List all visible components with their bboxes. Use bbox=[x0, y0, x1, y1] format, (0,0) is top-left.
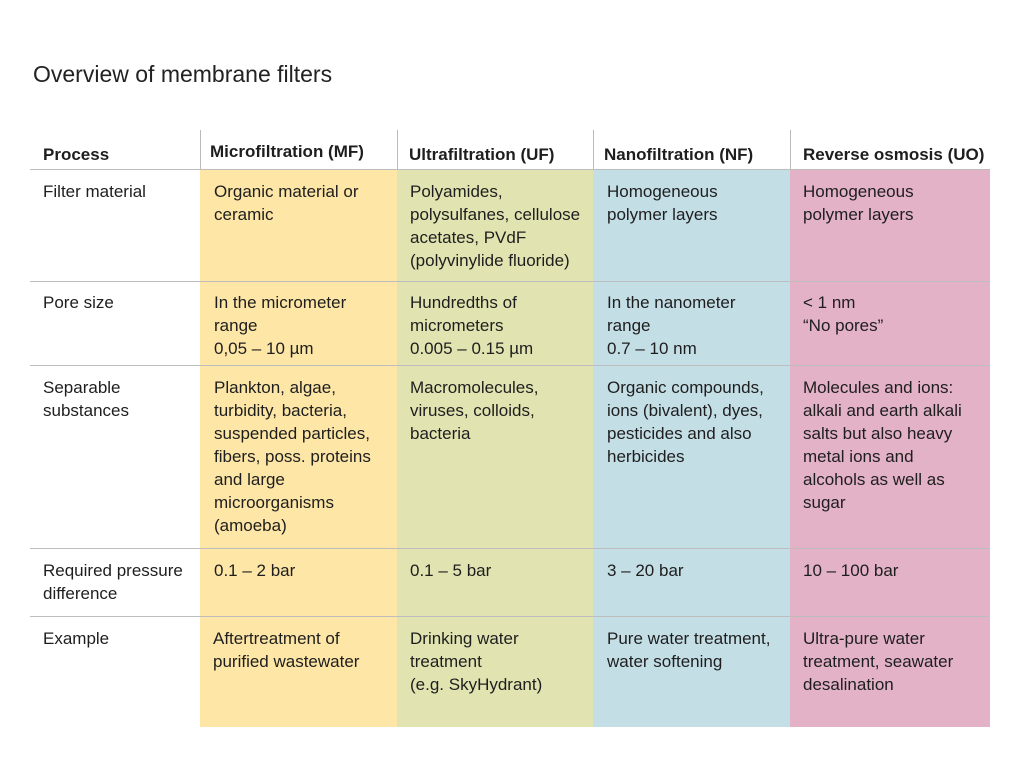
header-mf: Microfiltration (MF) bbox=[210, 142, 364, 161]
row-label: Filter material bbox=[43, 182, 146, 201]
divider bbox=[593, 130, 594, 169]
table-cell: 10 – 100 bar bbox=[803, 561, 899, 580]
header-process: Process bbox=[43, 145, 110, 164]
table-cell: Ultra-pure water treatment, seawater des… bbox=[803, 629, 954, 694]
table-cell: Aftertreatment of purified wastewater bbox=[213, 629, 360, 671]
table-cell: Hundredths of micrometers 0.005 – 0.15 µ… bbox=[410, 293, 534, 358]
column-ro-bg bbox=[790, 169, 990, 727]
table-cell: Pure water treatment, water softening bbox=[607, 629, 771, 671]
table-cell: Polyamides, polysulfanes, cellulose acet… bbox=[410, 182, 581, 270]
table-cell: Plankton, algae, turbidity, bacteria, su… bbox=[214, 378, 371, 535]
table-cell: 3 – 20 bar bbox=[607, 561, 684, 580]
table-cell: 0.1 – 2 bar bbox=[214, 561, 296, 580]
table-cell: Macromolecules, viruses, colloids, bacte… bbox=[410, 378, 539, 443]
divider bbox=[790, 130, 791, 169]
column-nf-bg bbox=[593, 169, 790, 727]
row-divider bbox=[30, 616, 990, 617]
table-cell: Drinking water treatment (e.g. SkyHydran… bbox=[410, 629, 543, 694]
table-cell: In the micrometer range 0,05 – 10 µm bbox=[214, 293, 347, 358]
table-cell: Homogeneous polymer layers bbox=[803, 182, 914, 224]
table-cell: Molecules and ions: alkali and earth alk… bbox=[803, 378, 962, 512]
table-cell: Homogeneous polymer layers bbox=[607, 182, 718, 224]
row-label: Example bbox=[43, 629, 110, 648]
row-label: Pore size bbox=[43, 293, 114, 312]
column-mf-bg bbox=[200, 169, 397, 727]
column-uf-bg bbox=[397, 169, 593, 727]
header-uf: Ultrafiltration (UF) bbox=[409, 145, 555, 164]
header-nf: Nanofiltration (NF) bbox=[604, 145, 754, 164]
table-cell: 0.1 – 5 bar bbox=[410, 561, 492, 580]
row-divider bbox=[30, 281, 990, 282]
table-cell: < 1 nm “No pores” bbox=[803, 293, 884, 335]
row-label: Separable substances bbox=[43, 378, 129, 420]
header-ro: Reverse osmosis (UO) bbox=[803, 145, 985, 164]
divider bbox=[200, 130, 201, 169]
row-divider bbox=[30, 169, 990, 170]
row-divider bbox=[30, 365, 990, 366]
slide-title: Overview of membrane filters bbox=[33, 61, 333, 87]
table-cell: Organic compounds, ions (bivalent), dyes… bbox=[607, 378, 764, 466]
divider bbox=[397, 130, 398, 169]
table-cell: Organic material or ceramic bbox=[214, 182, 359, 224]
row-divider bbox=[30, 548, 990, 549]
table-cell: In the nanometer range 0.7 – 10 nm bbox=[607, 293, 736, 358]
row-label: Required pressure difference bbox=[43, 561, 183, 603]
